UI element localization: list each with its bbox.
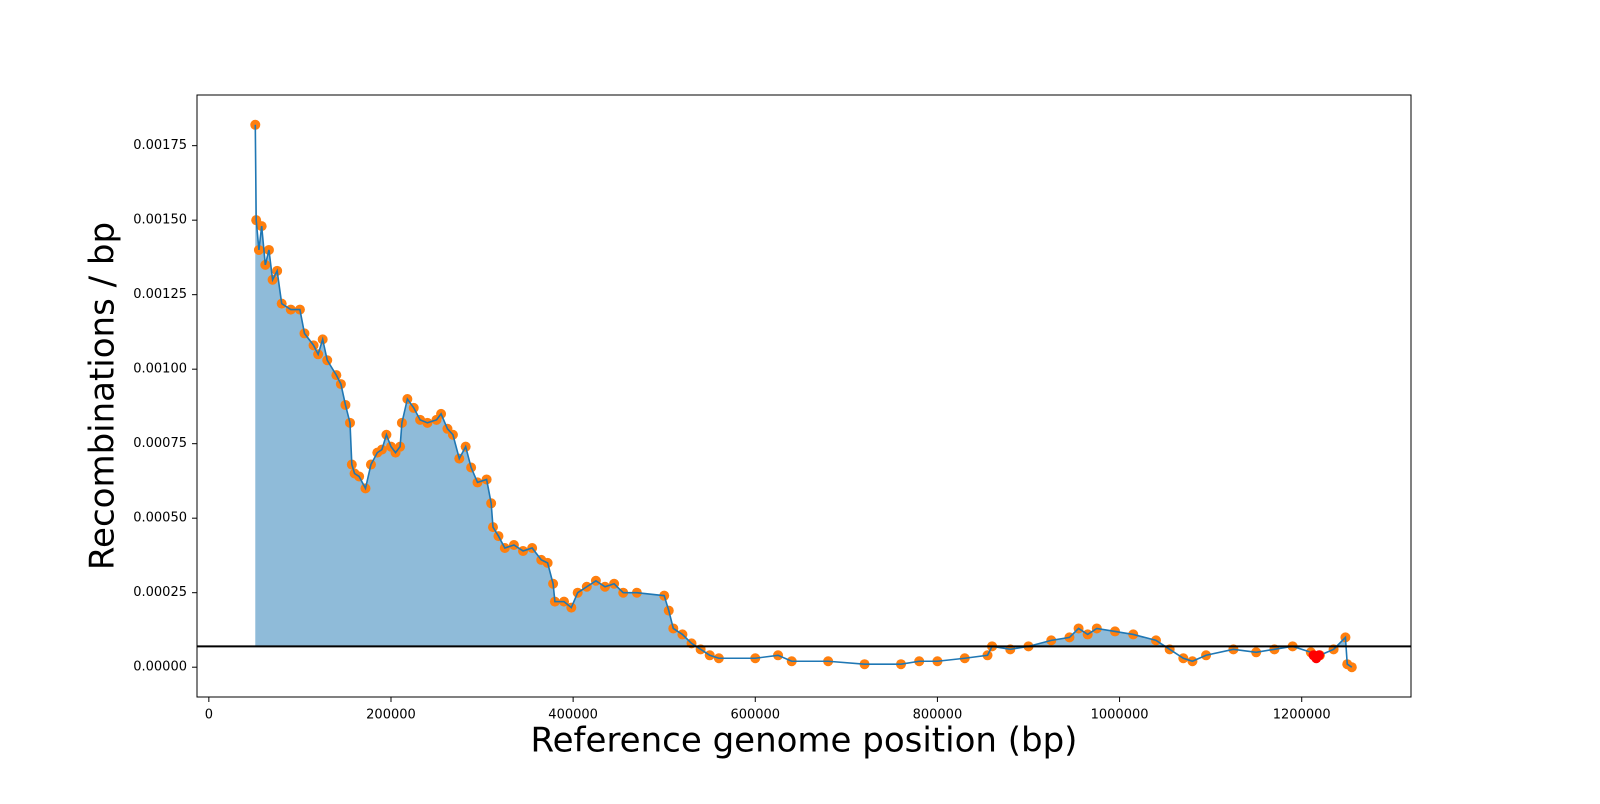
x-tick-label: 1200000 <box>1273 708 1331 723</box>
x-tick-label: 600000 <box>730 708 780 723</box>
y-tick-label: 0.00075 <box>133 436 187 451</box>
line <box>254 124 1353 668</box>
x-tick-label: 200000 <box>366 708 416 723</box>
x-axis-label: Reference genome position (bp) <box>531 721 1078 761</box>
y-tick-label: 0.00150 <box>133 213 187 228</box>
x-tick-label: 400000 <box>548 708 598 723</box>
y-tick-label: 0.00025 <box>133 585 187 600</box>
y-axis-label: Recombinations / bp <box>83 222 123 570</box>
x-tick-label: 1000000 <box>1091 708 1149 723</box>
plot-frame <box>196 94 1412 698</box>
y-tick-label: 0.00100 <box>133 362 187 377</box>
x-tick-label: 0 <box>205 708 213 723</box>
marker <box>1314 650 1325 661</box>
marker <box>250 119 261 130</box>
y-tick-label: 0.00000 <box>133 660 187 675</box>
y-tick-label: 0.00125 <box>133 287 187 302</box>
y-tick-label: 0.00175 <box>133 138 187 153</box>
x-tick-label: 800000 <box>913 708 963 723</box>
area <box>255 124 1347 647</box>
y-tick-label: 0.00050 <box>133 511 187 526</box>
